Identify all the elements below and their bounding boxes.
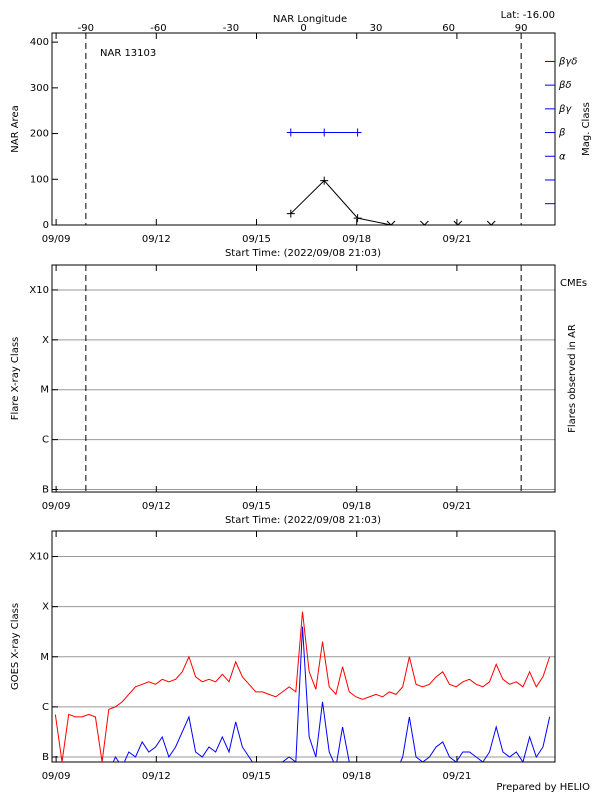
x-tick-label: 09/18 <box>342 501 371 512</box>
series-line <box>112 626 551 762</box>
x2-tick-label: -90 <box>78 23 94 34</box>
series-group <box>54 611 551 762</box>
y-tick-label: 0 <box>43 220 49 231</box>
y-tick-label: X <box>42 602 49 613</box>
x2-tick-label: -60 <box>150 23 166 34</box>
x2-tick-label: 0 <box>300 23 306 34</box>
y2-tick-label: βγδ <box>558 56 577 67</box>
plot-frame <box>51 264 556 493</box>
data-point <box>286 128 295 137</box>
y-tick-label: X <box>42 335 49 346</box>
x-tick-label: 09/15 <box>242 501 271 512</box>
footer: Prepared by HELIO <box>496 782 590 793</box>
x-axis-label: Start Time: (2022/09/08 21:03) <box>225 248 381 259</box>
y-tick-label: C <box>42 702 49 713</box>
x2-tick-label: 90 <box>515 23 528 34</box>
x-tick-label: 09/21 <box>442 501 471 512</box>
y-tick-label: M <box>40 652 49 663</box>
y-tick-label: X10 <box>29 285 49 296</box>
plot-frame <box>51 32 556 226</box>
plot-frame <box>51 530 556 763</box>
series-line <box>290 179 492 225</box>
x2-tick-label: -30 <box>223 23 239 34</box>
x-tick-label: 09/18 <box>342 771 371 782</box>
x-axis-label: Start Time: (2022/09/08 21:03) <box>225 515 381 526</box>
data-point <box>420 220 429 226</box>
series-group <box>290 132 492 225</box>
y-axis-label: GOES X-ray Class <box>10 603 21 690</box>
y2-axis-label: Flares observed in AR <box>567 324 578 433</box>
x-tick-label: 09/09 <box>42 501 71 512</box>
y-tick-label: M <box>40 385 49 396</box>
x-tick-label: 09/15 <box>242 771 271 782</box>
x-tick-label: 09/18 <box>342 234 371 245</box>
data-point <box>320 176 329 185</box>
y-tick-label: 400 <box>30 37 49 48</box>
data-point <box>453 220 463 226</box>
annotation: Lat: -16.00 <box>501 10 555 21</box>
y-tick-label: 100 <box>30 174 49 185</box>
data-point <box>386 220 396 226</box>
x-tick-label: 09/21 <box>442 234 471 245</box>
x-tick-label: 09/12 <box>142 771 171 782</box>
y-tick-label: X10 <box>29 552 49 563</box>
y2-axis-label: Mag. Class <box>581 102 592 156</box>
y2-tick-label: βδ <box>558 80 572 91</box>
y-axis-label: Flare X-ray Class <box>10 337 21 421</box>
y-tick-label: B <box>42 485 49 496</box>
x-tick-label: 09/12 <box>142 501 171 512</box>
x-tick-label: 09/12 <box>142 234 171 245</box>
panel-title: NAR 13103 <box>100 48 156 59</box>
annotation: CMEs <box>560 278 587 289</box>
x-tick-label: 09/15 <box>242 234 271 245</box>
x-tick-label: 09/09 <box>42 234 71 245</box>
series-line <box>54 611 551 762</box>
x-tick-label: 09/21 <box>442 771 471 782</box>
data-point <box>286 209 295 218</box>
y-tick-label: B <box>42 752 49 763</box>
y-tick-label: 200 <box>30 129 49 140</box>
data-point <box>486 220 496 226</box>
data-point <box>353 214 362 223</box>
y-axis-label: NAR Area <box>10 105 21 152</box>
y-tick-label: 300 <box>30 83 49 94</box>
y2-tick-label: βγ <box>558 104 572 115</box>
y-tick-label: C <box>42 435 49 446</box>
data-point <box>353 128 362 137</box>
x2-tick-label: 30 <box>370 23 383 34</box>
y2-tick-label: α <box>559 151 566 162</box>
x-tick-label: 09/09 <box>42 771 71 782</box>
x2-tick-label: 60 <box>442 23 455 34</box>
x2-axis-label: NAR Longitude <box>273 14 347 25</box>
y2-tick-label: β <box>558 128 566 139</box>
data-point <box>320 128 329 137</box>
